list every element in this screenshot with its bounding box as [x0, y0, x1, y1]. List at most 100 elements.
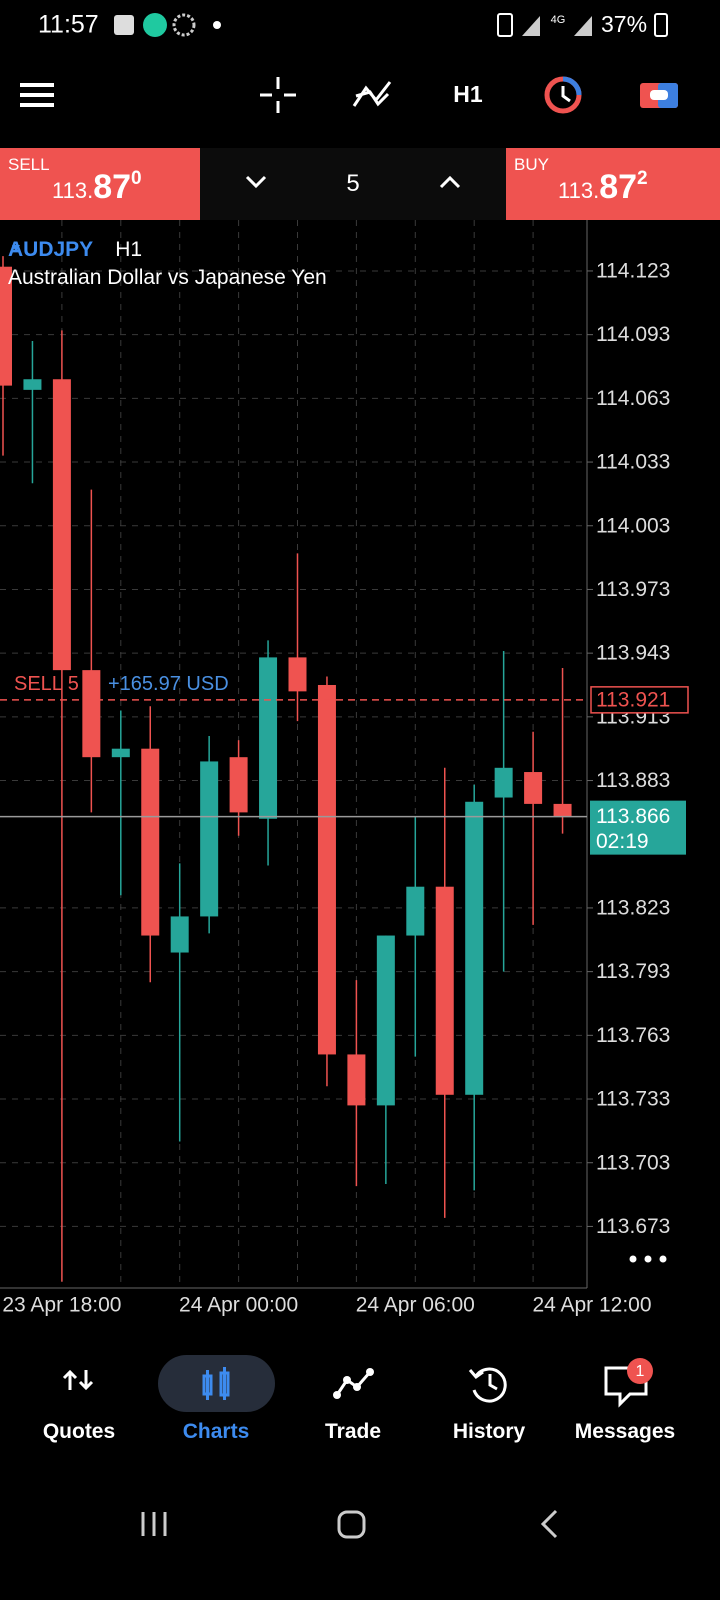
candle-body	[82, 670, 101, 758]
x-tick-label: 24 Apr 00:00	[179, 1294, 298, 1317]
charts-icon	[202, 1367, 230, 1400]
history-icon	[468, 1367, 507, 1403]
buy-label: BUY	[514, 155, 549, 174]
sell-button[interactable]: SELL 113.870	[0, 148, 200, 220]
candle-body	[170, 916, 189, 953]
active-tab-highlight	[158, 1355, 275, 1412]
volume-panel: 5	[200, 148, 506, 220]
volume-value[interactable]: 5	[346, 170, 360, 197]
x-tick-label: 24 Apr 06:00	[356, 1294, 475, 1317]
volume-up[interactable]	[438, 174, 462, 190]
sell-price-sup: 0	[131, 168, 142, 189]
buy-price-sup: 2	[637, 168, 648, 189]
candle-body	[465, 801, 484, 1095]
x-tick-label: 24 Apr 12:00	[532, 1294, 651, 1317]
volume-down[interactable]	[244, 174, 268, 190]
x-tick-label: 23 Apr 18:00	[2, 1294, 121, 1317]
signal-icon	[522, 16, 540, 36]
plot-area	[0, 220, 587, 1288]
indicators-button[interactable]	[352, 81, 392, 107]
y-tick-label: 113.673	[596, 1215, 670, 1238]
symbol[interactable]: AUDJPY	[8, 238, 94, 261]
candle-body	[200, 761, 219, 917]
symbol-menu-arrow[interactable]	[12, 245, 20, 252]
symbol-description: Australian Dollar vs Japanese Yen	[8, 266, 327, 289]
buy-button[interactable]: BUY 113.872	[506, 148, 720, 220]
countdown-label: 02:19	[596, 830, 649, 853]
menu-button[interactable]	[20, 83, 54, 107]
more-button[interactable]	[629, 1255, 667, 1263]
y-tick-label: 113.763	[596, 1024, 670, 1047]
recents-button[interactable]	[141, 1512, 167, 1536]
nav-history[interactable]: History	[452, 1420, 526, 1443]
candle-body	[524, 772, 543, 804]
status-icon	[497, 13, 513, 37]
candle-body	[494, 767, 513, 798]
nav-quotes[interactable]: Quotes	[42, 1420, 116, 1443]
back-button[interactable]	[540, 1509, 558, 1539]
objects-button[interactable]	[640, 83, 678, 108]
battery-icon	[654, 13, 668, 37]
y-tick-label: 113.793	[596, 960, 670, 983]
battery-label: 37%	[601, 11, 647, 37]
candle-body	[288, 657, 307, 692]
candle-body	[553, 803, 572, 817]
candle-body	[376, 935, 395, 1106]
trade-icon	[335, 1371, 372, 1396]
signal-icon	[574, 16, 592, 36]
status-icon	[172, 13, 196, 37]
system-nav	[141, 1509, 558, 1539]
candle-body	[52, 379, 71, 671]
status-time: 11:57	[38, 11, 99, 39]
home-button[interactable]	[337, 1510, 366, 1539]
status-icon	[143, 13, 167, 37]
candle-body	[317, 684, 336, 1055]
buy-price: 113.872	[558, 168, 648, 207]
y-tick-label: 114.123	[596, 260, 670, 283]
position-price-box	[590, 686, 689, 714]
candle-body	[259, 657, 278, 819]
y-tick-label: 113.973	[596, 578, 670, 601]
status-dot	[213, 21, 221, 29]
y-tick-label: 113.733	[596, 1088, 670, 1111]
current-price-label: 113.866	[596, 805, 670, 828]
symbol-header: AUDJPY H1	[8, 238, 142, 262]
candle-body	[23, 379, 42, 390]
y-tick-label: 114.003	[596, 514, 670, 537]
candle-body	[229, 757, 248, 813]
nav-trade[interactable]: Trade	[324, 1420, 382, 1443]
candle-body	[141, 748, 160, 936]
position-label: SELL 5	[14, 673, 79, 695]
y-tick-label: 114.093	[596, 323, 670, 346]
buy-price-big: 87	[599, 168, 638, 206]
y-tick-label: 114.063	[596, 387, 670, 410]
sell-price: 113.870	[52, 168, 142, 207]
trade-icon-dots	[333, 1368, 374, 1399]
chart-timeframe: H1	[115, 238, 143, 261]
nav-messages[interactable]: Messages	[574, 1420, 676, 1443]
position-profit: +165.97 USD	[108, 673, 229, 695]
candle-body	[406, 886, 425, 936]
network-label: 4G	[551, 14, 566, 26]
badge	[627, 1358, 653, 1384]
quotes-icon	[62, 1369, 94, 1391]
y-tick-label: 113.943	[596, 642, 670, 665]
buy-price-small: 113.	[558, 178, 600, 203]
candle-body	[435, 886, 454, 1095]
nav-charts[interactable]: Charts	[182, 1420, 250, 1443]
timeframe-button[interactable]: H1	[453, 81, 483, 107]
nav-icons: 1	[62, 1358, 653, 1408]
position-price-label: 113.921	[596, 688, 670, 711]
y-tick-label: 114.033	[596, 451, 670, 474]
sell-label: SELL	[8, 155, 50, 174]
current-price-box	[590, 800, 686, 855]
status-icon	[114, 15, 134, 35]
sell-price-small: 113.	[52, 178, 94, 203]
y-tick-label: 113.823	[596, 896, 670, 919]
trading-button[interactable]	[544, 76, 582, 114]
badge-count: 1	[636, 1363, 645, 1380]
sell-price-big: 87	[93, 168, 132, 206]
crosshair-button[interactable]	[260, 77, 296, 113]
